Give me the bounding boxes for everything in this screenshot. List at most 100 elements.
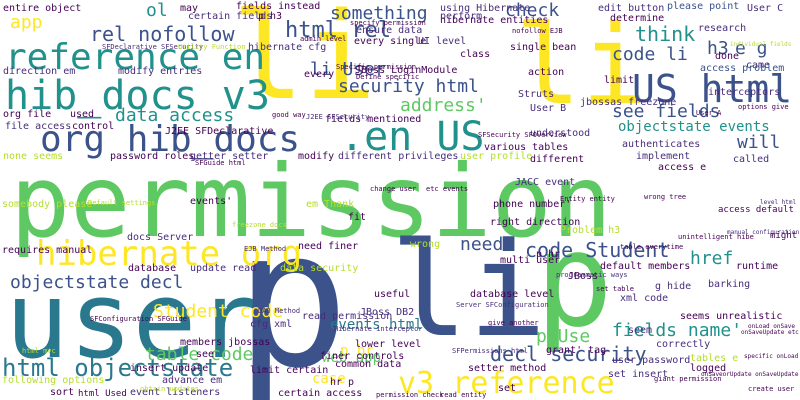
cloud-word: hibernate entities xyxy=(440,15,549,26)
cloud-word: control xyxy=(72,121,115,132)
cloud-word: li xyxy=(232,0,377,127)
cloud-word: cfg xml xyxy=(250,319,293,330)
cloud-word: used xyxy=(70,109,95,120)
cloud-word: see fields xyxy=(612,101,721,122)
cloud-word: using Hibernate xyxy=(440,3,531,14)
cloud-word: events' xyxy=(190,196,233,207)
cloud-word: action xyxy=(528,67,565,78)
cloud-word: SFDeclarative SFSecurity xyxy=(102,43,204,51)
cloud-word: specific onLoad xyxy=(744,353,799,360)
cloud-word: default members xyxy=(600,261,691,272)
cloud-word: common data xyxy=(335,359,402,370)
cloud-word: multi user xyxy=(500,255,561,266)
cloud-word: em Thank xyxy=(306,199,355,210)
cloud-word: org file xyxy=(3,109,52,120)
cloud-word: user password xyxy=(612,355,691,366)
cloud-word: UI level xyxy=(418,36,467,47)
cloud-word: file access xyxy=(5,121,72,132)
cloud-word: interceptors xyxy=(708,87,781,98)
cloud-word: user profile xyxy=(460,151,533,162)
cloud-word: sort xyxy=(50,387,75,398)
cloud-word: onLoad onSave xyxy=(748,323,795,330)
cloud-word: access problem xyxy=(700,63,785,74)
cloud-word: reference en xyxy=(5,37,266,78)
cloud-word: unintelligent hibe xyxy=(678,233,754,241)
cloud-word: advance em xyxy=(162,375,223,386)
cloud-word: phone number' xyxy=(493,199,572,210)
cloud-word: may xyxy=(180,3,199,14)
cloud-word: JACC event xyxy=(515,177,576,188)
cloud-word: certain fields xyxy=(188,11,273,22)
cloud-word: p br xyxy=(340,343,374,359)
cloud-word: wrong tree xyxy=(644,193,687,201)
cloud-word: determine xyxy=(610,13,665,24)
cloud-word: getter setter xyxy=(190,151,269,162)
cloud-word: events html xyxy=(330,317,423,333)
cloud-word: href xyxy=(690,248,734,269)
cloud-word: v3 reference xyxy=(398,366,615,400)
cloud-word: edit button xyxy=(598,3,665,14)
cloud-word: ol xyxy=(146,0,168,21)
cloud-word: password roles xyxy=(110,151,195,162)
cloud-word: access e xyxy=(658,162,707,173)
cloud-word: e g xyxy=(735,38,768,59)
cloud-word: data access xyxy=(115,105,235,126)
cloud-word: app xyxy=(10,12,43,33)
cloud-word: hib_docs v3 xyxy=(5,73,270,119)
cloud-word: perform xyxy=(440,11,483,22)
cloud-word: table everytime xyxy=(620,243,684,251)
cloud-word: JBoss DB2 xyxy=(360,307,415,318)
cloud-word: setter method xyxy=(468,363,547,374)
cloud-word: tables e xyxy=(690,353,739,364)
cloud-word: every single xyxy=(354,36,427,47)
cloud-word: .en US xyxy=(340,114,485,160)
cloud-word: modify xyxy=(298,151,335,162)
cloud-word: User B xyxy=(530,103,567,114)
cloud-word: JBoss xyxy=(568,271,599,282)
cloud-word: set xyxy=(498,383,517,394)
cloud-word: p hr xyxy=(536,249,561,260)
cloud-word: done xyxy=(715,51,740,62)
cloud-word: EJB Method xyxy=(244,245,287,253)
cloud-word: Specific permission xyxy=(336,63,417,71)
cloud-word: Server SFConfiguration xyxy=(456,301,549,309)
cloud-word: change user xyxy=(370,185,417,193)
cloud-word: p xyxy=(235,189,350,400)
cloud-word: think xyxy=(635,22,696,46)
cloud-word: etc events xyxy=(426,185,469,193)
cloud-word: Utility Function xyxy=(178,43,246,51)
cloud-word: individual fields xyxy=(730,41,792,48)
cloud-word: User C xyxy=(747,3,784,14)
cloud-word: SFConfiguration SFGuide xyxy=(90,315,187,323)
cloud-word: class xyxy=(460,49,491,60)
cloud-word: onSaveorUpdate onSaveUpdate xyxy=(701,371,799,378)
cloud-word: p h3 xyxy=(258,11,283,22)
cloud-word: see xyxy=(196,349,215,360)
cloud-word: various tables xyxy=(484,142,569,153)
cloud-word: SFPermissions html xyxy=(452,347,528,355)
cloud-word: access default xyxy=(718,205,794,215)
cloud-word: security html xyxy=(338,76,479,97)
cloud-word: J2EE SFSecurity xyxy=(306,113,370,121)
cloud-word: finer controls xyxy=(320,351,405,362)
cloud-word: runtime xyxy=(736,261,779,272)
cloud-word: somebody please xyxy=(2,199,93,210)
cloud-word: need xyxy=(460,234,504,255)
cloud-word: permission xyxy=(10,143,613,260)
cloud-word: objectstate events xyxy=(618,119,770,135)
cloud-word: specify permission xyxy=(350,19,426,27)
cloud-word: rel nofollow xyxy=(90,22,235,46)
cloud-word: update read xyxy=(190,263,257,274)
cloud-word: Problem h3 xyxy=(560,225,621,236)
cloud-word: event listeners xyxy=(130,387,221,398)
cloud-word: onSaveUpdate etc xyxy=(741,329,799,336)
cloud-word: limit certain xyxy=(250,365,329,376)
cloud-word: good way xyxy=(272,111,306,119)
cloud-word: called xyxy=(733,154,770,165)
cloud-word: create user xyxy=(748,385,795,393)
cloud-word: logged xyxy=(690,363,727,374)
cloud-word: Define specific xyxy=(356,73,420,81)
cloud-word: J2EE SFDeclarative xyxy=(165,126,274,137)
cloud-word: html objectstate xyxy=(2,354,234,382)
cloud-word: implement xyxy=(636,151,691,162)
